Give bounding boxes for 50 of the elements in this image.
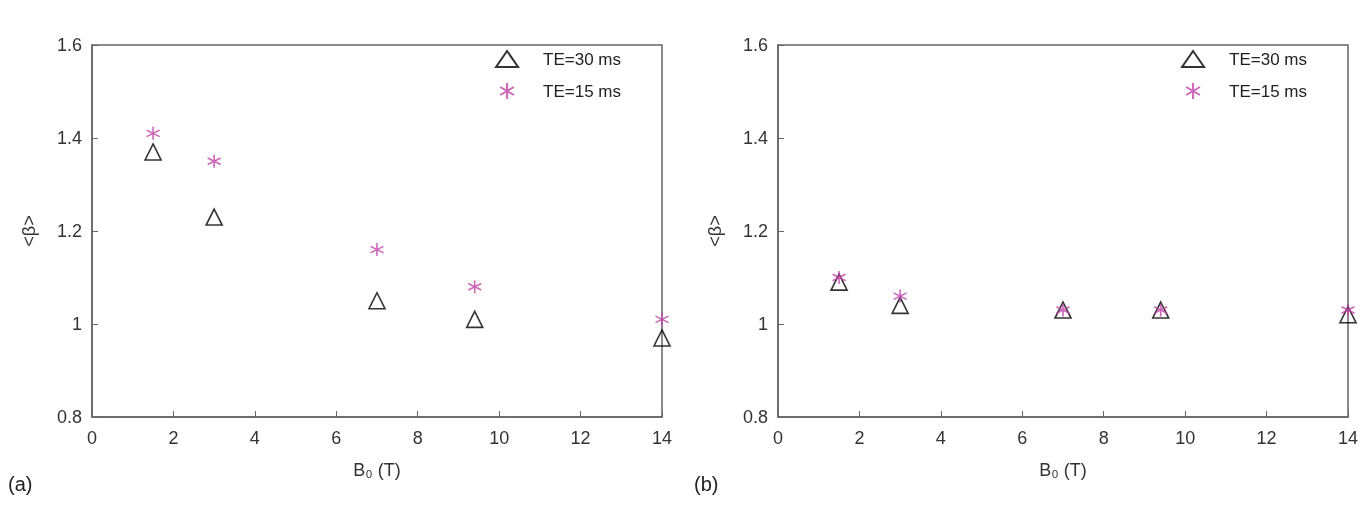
y-tick-label: 1.6	[56, 35, 82, 55]
y-tick-label: 0.8	[56, 407, 82, 427]
point	[144, 143, 162, 161]
x-tick-label: 10	[489, 428, 510, 448]
y-axis-title: <β>	[19, 215, 39, 247]
x-tick-label: 4	[249, 428, 260, 448]
point	[145, 126, 161, 141]
x-tick-label: 0	[86, 428, 98, 448]
legend-label: TE=15 ms	[543, 81, 622, 101]
x-tick-label: 4	[935, 428, 946, 448]
y-tick-label: 1	[757, 314, 768, 334]
y-axis-title: <β>	[704, 215, 725, 247]
point	[368, 291, 386, 310]
point	[369, 242, 385, 257]
legend-label: TE=30 ms	[543, 49, 622, 69]
y-tick-label: 1.2	[742, 221, 768, 241]
y-tick-label: 1.6	[742, 35, 768, 55]
x-tick-label: 0	[772, 428, 783, 448]
y-tick-label: 1.4	[742, 128, 768, 148]
x-axis-title: B₀ (T)	[1038, 460, 1087, 480]
x-tick-label: 8	[1098, 428, 1109, 448]
point	[892, 288, 907, 304]
x-tick-label: 2	[168, 428, 179, 448]
point	[653, 329, 671, 347]
point	[205, 208, 223, 226]
point	[465, 310, 484, 329]
y-tick-label: 1	[71, 314, 82, 334]
x-tick-label: 6	[331, 428, 342, 448]
text: (b)	[693, 473, 718, 495]
point	[1340, 302, 1355, 318]
x-tick-label: 12	[570, 428, 591, 448]
point	[890, 296, 909, 315]
y-tick-label: 1.4	[56, 128, 82, 148]
x-tick-label: 14	[651, 428, 673, 448]
point	[829, 273, 848, 291]
x-tick-label: 12	[1256, 428, 1277, 448]
x-axis-title: B₀ (T)	[353, 460, 401, 480]
x-tick-label: 8	[412, 428, 423, 448]
x-tick-label: 6	[1016, 428, 1027, 448]
legend-label: TE=15 ms	[1228, 81, 1307, 101]
x-tick-label: 10	[1174, 428, 1195, 448]
y-tick-label: 0.8	[742, 407, 768, 427]
point	[467, 279, 483, 295]
point	[206, 153, 222, 169]
x-tick-label: 14	[1337, 428, 1358, 448]
y-tick-label: 1.2	[56, 221, 82, 241]
x-tick-label: 2	[853, 428, 864, 448]
legend-label: TE=30 ms	[1228, 49, 1307, 69]
point	[654, 312, 670, 327]
text: (a)	[8, 473, 33, 495]
